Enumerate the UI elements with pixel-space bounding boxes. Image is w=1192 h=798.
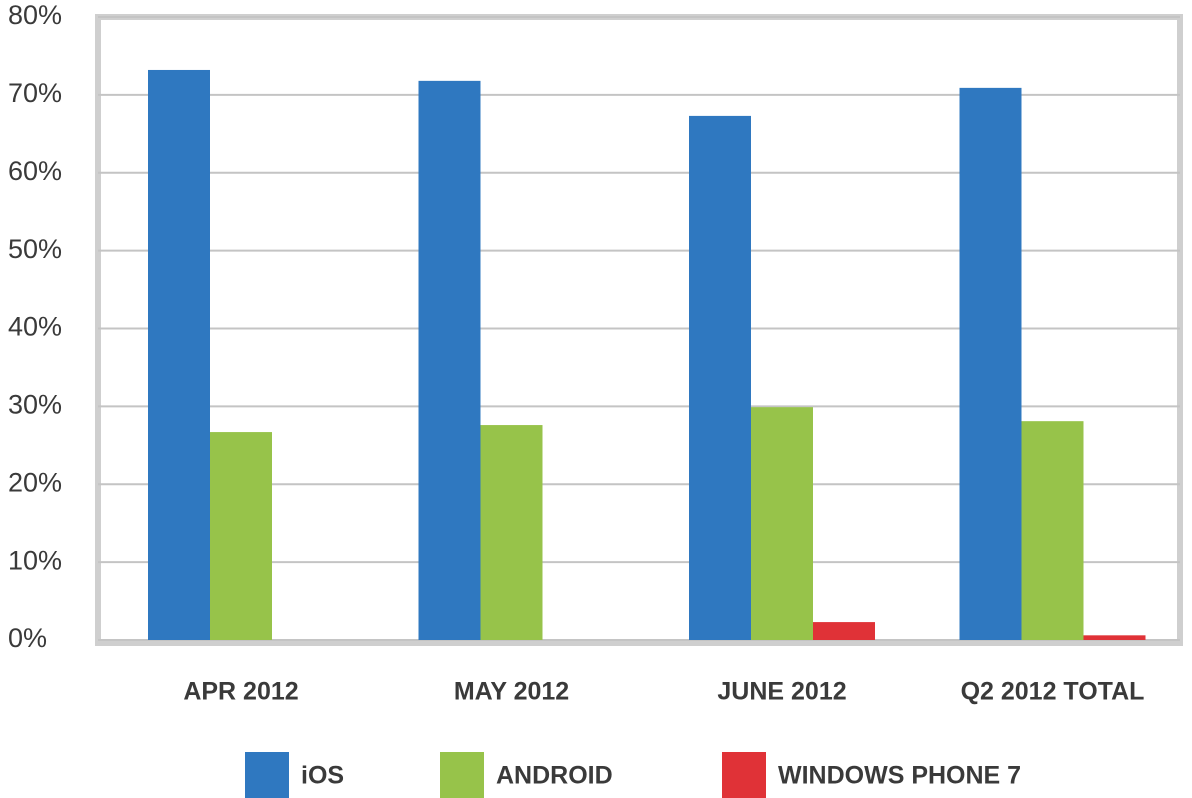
- x-tick-label: MAY 2012: [454, 678, 569, 706]
- legend-swatch: [440, 752, 484, 798]
- bar: [959, 87, 1022, 640]
- bar: [689, 115, 751, 641]
- bar: [418, 80, 481, 641]
- legend-label: WINDOWS PHONE 7: [778, 762, 1021, 790]
- x-tick-label: APR 2012: [183, 678, 298, 706]
- x-tick-label: Q2 2012 TOTAL: [961, 678, 1145, 706]
- bar: [480, 425, 543, 640]
- bar: [813, 622, 875, 640]
- bar: [1021, 421, 1084, 640]
- y-tick-label: 40%: [8, 312, 62, 342]
- legend-swatch: [245, 752, 289, 798]
- bar: [1083, 635, 1146, 640]
- bar: [148, 69, 210, 640]
- bar: [210, 432, 272, 640]
- y-tick-label: 50%: [8, 234, 62, 264]
- y-tick-label: 0%: [8, 623, 47, 653]
- y-tick-label: 60%: [8, 156, 62, 186]
- x-tick-label: JUNE 2012: [717, 678, 846, 706]
- legend-label: ANDROID: [496, 762, 613, 790]
- bar: [751, 407, 813, 640]
- y-tick-label: 10%: [8, 545, 62, 575]
- legend-swatch: [722, 752, 766, 798]
- y-tick-label: 20%: [8, 467, 62, 497]
- y-tick-label: 70%: [8, 78, 62, 108]
- y-tick-label: 80%: [8, 0, 62, 30]
- y-tick-label: 30%: [8, 390, 62, 420]
- legend-label: iOS: [301, 762, 344, 790]
